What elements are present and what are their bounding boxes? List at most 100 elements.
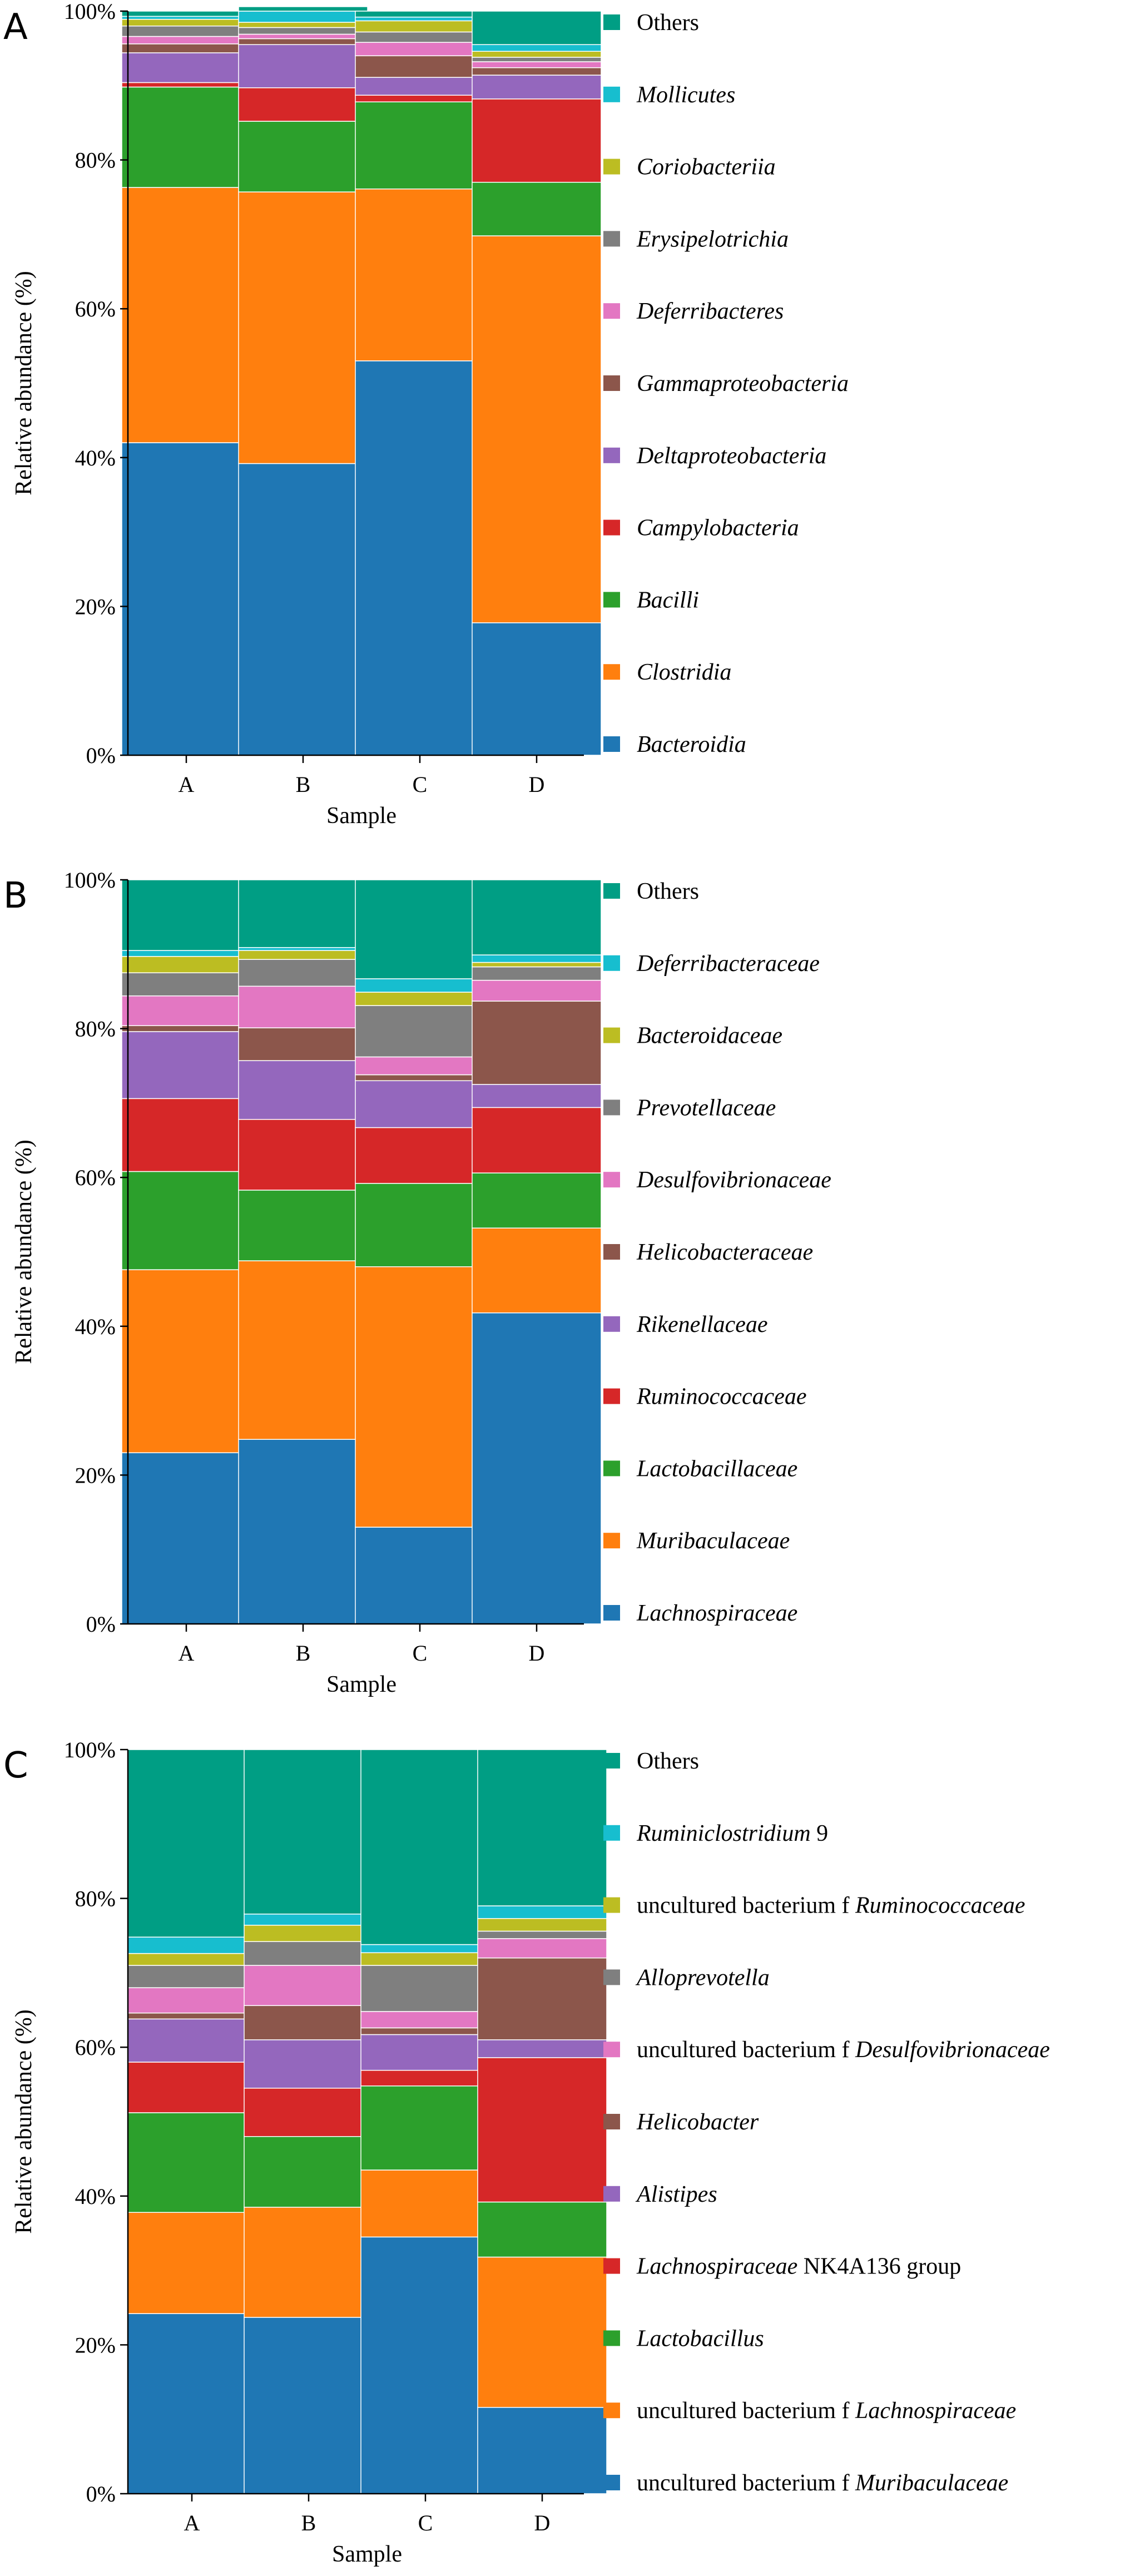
- bar-segment-a-2: [127, 2112, 257, 2213]
- legend-swatch: [603, 519, 620, 536]
- x-tick-label: B: [296, 772, 311, 797]
- legend-entry: Deferribacteraceae: [636, 951, 820, 977]
- bar-segment-d-3: [472, 1107, 602, 1173]
- bar-segment-b-9: [238, 11, 368, 23]
- bars: [121, 6, 602, 756]
- x-tick-label: D: [529, 1641, 545, 1666]
- legend-swatch: [603, 375, 620, 391]
- bar-segment-c-1: [360, 2169, 490, 2238]
- bar-segment-c-1: [355, 189, 485, 361]
- legend-entry: Bacteroidaceae: [637, 1023, 782, 1049]
- bar-segment-d-10: [472, 11, 602, 45]
- bar-segment-b-4: [244, 2039, 374, 2089]
- bar-segment-a-6: [121, 995, 251, 1026]
- legend-swatch: [603, 1460, 620, 1477]
- bar-segment-d-8: [472, 962, 602, 968]
- y-tick-label: 0%: [86, 2481, 116, 2506]
- legend-entry: uncultured bacterium f Desulfovibrionace…: [637, 2037, 1050, 2063]
- bar-segment-c-6: [355, 1056, 485, 1076]
- legend-entry: Lactobacillus: [636, 2326, 764, 2351]
- y-axis-title: Relative abundance (%): [11, 1140, 37, 1364]
- bar-segment-c-8: [355, 20, 485, 33]
- y-tick-label: 60%: [75, 2035, 116, 2060]
- bar-segment-a-9: [127, 1936, 257, 1954]
- y-tick-label: 60%: [75, 296, 116, 321]
- legend-swatch: [603, 2258, 620, 2274]
- bar-segment-d-9: [477, 1905, 607, 1919]
- bar-segment-c-5: [355, 55, 485, 78]
- x-tick-label: A: [184, 2510, 200, 2535]
- legend-swatch: [603, 1605, 620, 1621]
- bar-segment-d-2: [477, 2201, 607, 2258]
- bar-segment-b-9: [244, 1913, 374, 1926]
- bar-segment-a-0: [127, 2313, 257, 2494]
- panel-label: C: [3, 1745, 28, 1786]
- bar-segment-d-2: [472, 1172, 602, 1228]
- bar-segment-c-10: [355, 879, 485, 979]
- legend-swatch: [603, 1969, 620, 1985]
- legend-swatch: [603, 2330, 620, 2346]
- bar-segment-d-10: [472, 879, 602, 955]
- bar-segment-c-5: [355, 1074, 485, 1082]
- y-tick-label: 40%: [75, 1314, 116, 1339]
- bar-segment-d-8: [472, 51, 602, 58]
- bar-segment-b-2: [238, 1190, 368, 1261]
- bar-segment-d-4: [472, 1084, 602, 1108]
- legend-swatch: [603, 955, 620, 971]
- y-tick-label: 100%: [64, 0, 116, 24]
- bar-segment-a-0: [121, 442, 251, 756]
- y-axis-title: Relative abundance (%): [11, 271, 37, 495]
- bar-segment-b-6: [238, 985, 368, 1029]
- bar-segment-c-0: [360, 2236, 490, 2494]
- bar-segment-c-6: [355, 42, 485, 57]
- legend-swatch: [603, 2475, 620, 2490]
- bar-segment-c-10: [355, 11, 485, 18]
- legend-swatch: [603, 1316, 620, 1332]
- bar-segment-a-10: [127, 1749, 257, 1938]
- bar-segment-a-5: [121, 43, 251, 53]
- bar-segment-c-7: [360, 1965, 490, 2012]
- bar-segment-a-0: [121, 1452, 251, 1624]
- bar-segment-a-9: [121, 950, 251, 957]
- bar-segment-c-3: [360, 2069, 490, 2087]
- bar-segment-a-7: [127, 1965, 257, 1988]
- bar-segment-b-1: [244, 2207, 374, 2318]
- bar-segment-a-4: [121, 52, 251, 83]
- bar-segment-a-10: [121, 11, 251, 17]
- bar-segment-c-4: [360, 2034, 490, 2071]
- bar-segment-d-4: [472, 75, 602, 100]
- legend-swatch: [603, 303, 620, 319]
- x-tick-label: D: [529, 772, 545, 797]
- legend-entry: Desulfovibrionaceae: [636, 1167, 831, 1193]
- bar-segment-d-7: [472, 966, 602, 981]
- legend-swatch: [603, 1172, 620, 1188]
- legend-entry: Lachnospiraceae: [636, 1601, 797, 1626]
- bar-segment-d-3: [477, 2057, 607, 2203]
- bar-segment-c-10: [360, 1749, 490, 1945]
- bar-segment-c-9: [355, 16, 485, 22]
- bar-segment-a-10: [121, 879, 251, 951]
- legend-swatch: [603, 2186, 620, 2202]
- legend-entry: uncultured bacterium f Muribaculaceae: [637, 2470, 1008, 2496]
- bar-segment-a-7: [121, 972, 251, 997]
- legend-entry: uncultured bacterium f Ruminococcaceae: [637, 1893, 1025, 1919]
- legend-swatch: [603, 2042, 620, 2058]
- bar-segment-d-6: [472, 61, 602, 68]
- legend-entry: Deferribacteres: [636, 299, 784, 324]
- bar-segment-b-10: [244, 1749, 374, 1915]
- legend-entry: Clostridia: [637, 660, 731, 685]
- bar-segment-c-9: [360, 1944, 490, 1954]
- bar-segment-d-9: [472, 44, 602, 52]
- legend-swatch: [603, 1825, 620, 1841]
- bar-segment-c-7: [355, 31, 485, 43]
- bar-segment-b-2: [238, 121, 368, 192]
- bar-segment-a-7: [121, 26, 251, 37]
- bar-segment-b-2: [244, 2136, 374, 2208]
- legend-swatch: [603, 1099, 620, 1116]
- bar-segment-d-5: [477, 1957, 607, 2040]
- legend-swatch: [603, 1897, 620, 1913]
- bar-segment-a-3: [121, 1098, 251, 1172]
- x-tick-label: C: [413, 772, 428, 797]
- bar-segment-c-8: [360, 1952, 490, 1966]
